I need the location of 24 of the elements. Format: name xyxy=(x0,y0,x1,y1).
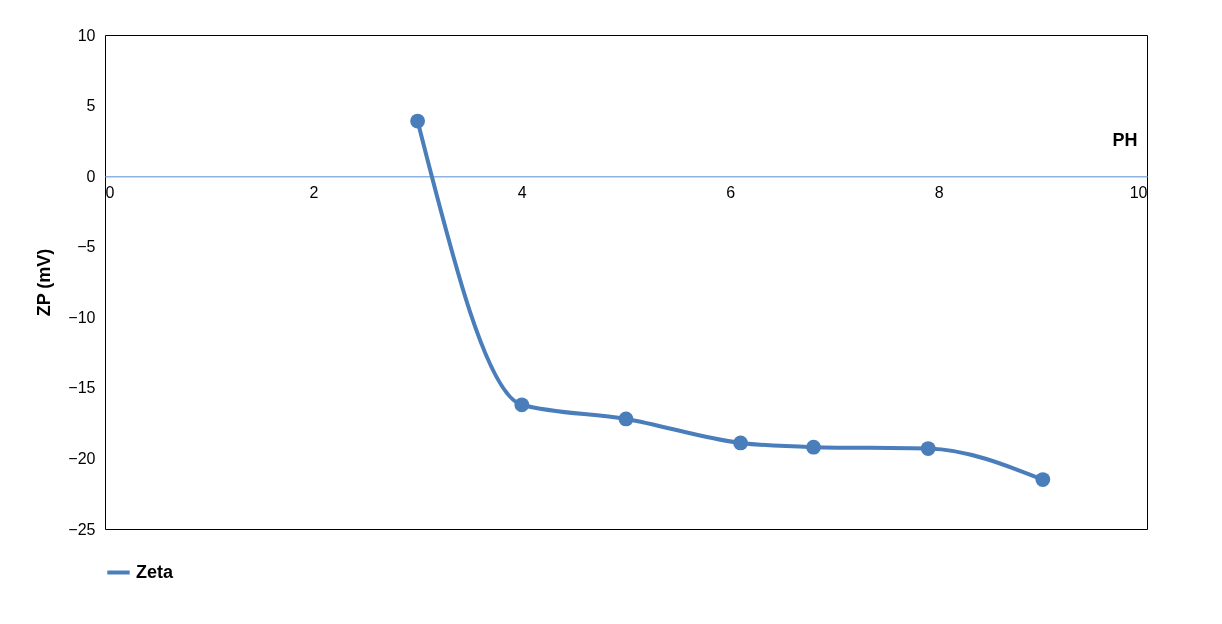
y-tick-label: −5 xyxy=(77,238,96,256)
y-tick-label: −25 xyxy=(68,520,96,538)
x-tick-label: 6 xyxy=(726,183,736,201)
x-tick-label: 0 xyxy=(105,183,115,201)
y-tick-label: 5 xyxy=(86,97,96,115)
point xyxy=(514,397,530,413)
x-tick-label: 8 xyxy=(934,183,944,201)
y-tick-label: −20 xyxy=(68,449,96,467)
point xyxy=(1035,472,1051,487)
x-axis-title: PH xyxy=(1112,129,1138,150)
x-tick-label: 4 xyxy=(517,183,527,201)
legend-label: Zeta xyxy=(136,561,174,582)
x-tick-label: 2 xyxy=(309,183,319,201)
y-tick-label: −10 xyxy=(68,308,96,326)
y-tick-label: −15 xyxy=(68,379,96,397)
y-tick-label: 10 xyxy=(77,26,96,44)
x-tick-label: 10 xyxy=(1129,183,1148,201)
y-tick-label: 0 xyxy=(86,167,96,185)
point xyxy=(806,439,821,455)
point xyxy=(733,435,749,451)
point xyxy=(920,441,936,456)
point xyxy=(618,411,634,427)
point xyxy=(410,113,426,129)
y-axis-title: ZP (mV) xyxy=(34,248,55,317)
